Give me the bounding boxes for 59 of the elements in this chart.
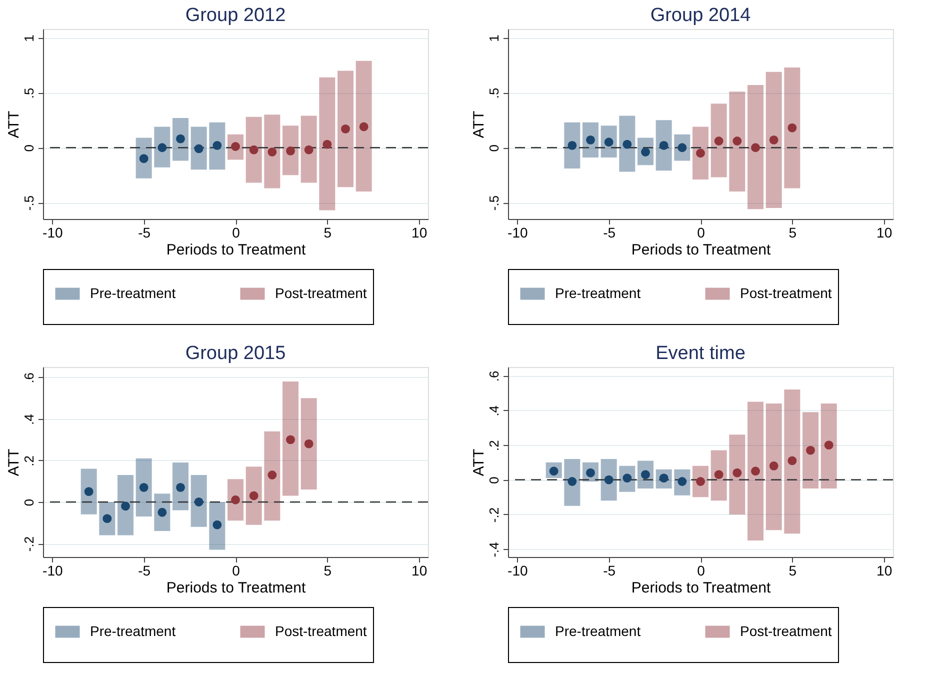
x-tick-label: 0	[697, 224, 706, 240]
y-tick-label: 0	[22, 144, 36, 152]
x-axis-title: Periods to Treatment	[631, 242, 772, 258]
y-tick-label: -.2	[486, 507, 502, 523]
y-tick-label: 0	[486, 476, 502, 484]
y-tick-label: .4	[486, 405, 502, 416]
legend-label: Post-treatment	[740, 622, 832, 639]
x-tick-label: 10	[412, 562, 428, 578]
x-tick-label: -10	[508, 224, 528, 240]
x-tick-label: 5	[788, 224, 797, 240]
y-axis-title: ATT	[470, 448, 488, 476]
y-tick-label: .2	[22, 456, 36, 466]
x-tick-label: -10	[42, 562, 63, 578]
y-tick-label: .2	[486, 440, 502, 452]
x-tick-label: 0	[232, 224, 240, 240]
x-tick-label: -5	[138, 224, 151, 240]
y-tick-label: -.4	[486, 542, 502, 558]
x-tick-label: 0	[697, 562, 706, 578]
x-tick-label: 10	[876, 224, 892, 240]
x-tick-label: -5	[603, 562, 616, 578]
legend-label: Pre-treatment	[90, 284, 176, 301]
x-tick-label: -10	[42, 224, 63, 240]
chart-title: Group 2012	[185, 5, 286, 26]
legend-label: Pre-treatment	[90, 622, 176, 639]
chart-title: Event time	[656, 343, 746, 364]
y-tick-label: .5	[22, 88, 36, 99]
y-tick-label: .4	[22, 414, 36, 425]
y-tick-label: 0	[22, 498, 36, 506]
x-tick-label: 5	[324, 224, 332, 240]
legend-label: Pre-treatment	[555, 284, 641, 301]
y-tick-label: 1	[486, 34, 502, 42]
chart-title: Group 2014	[650, 5, 752, 26]
y-axis-title: ATT	[470, 110, 488, 138]
legend-label: Post-treatment	[275, 284, 367, 301]
x-tick-label: -10	[508, 562, 528, 578]
legend-label: Post-treatment	[740, 284, 832, 301]
y-tick-label: .6	[22, 372, 36, 384]
chart-title: Group 2015	[185, 343, 286, 364]
x-axis-title: Periods to Treatment	[166, 580, 306, 596]
x-tick-label: 0	[232, 562, 240, 578]
x-axis-title: Periods to Treatment	[166, 242, 306, 258]
legend-label: Pre-treatment	[555, 622, 641, 639]
legend-label: Post-treatment	[275, 622, 367, 639]
x-tick-label: 10	[876, 562, 892, 578]
y-tick-label: .6	[486, 370, 502, 382]
y-tick-label: -.2	[22, 536, 36, 552]
y-tick-label: .5	[486, 88, 502, 99]
y-axis-title: ATT	[6, 448, 22, 476]
y-tick-label: 0	[486, 144, 502, 152]
x-tick-label: -5	[603, 224, 616, 240]
y-tick-label: -.5	[486, 195, 502, 211]
x-tick-label: -5	[138, 562, 151, 578]
x-axis-title: Periods to Treatment	[631, 580, 772, 596]
x-tick-label: 5	[788, 562, 797, 578]
y-axis-title: ATT	[6, 110, 22, 138]
y-tick-label: 1	[22, 34, 36, 42]
y-tick-label: -.5	[22, 195, 36, 211]
x-tick-label: 10	[412, 224, 428, 240]
x-tick-label: 5	[324, 562, 332, 578]
